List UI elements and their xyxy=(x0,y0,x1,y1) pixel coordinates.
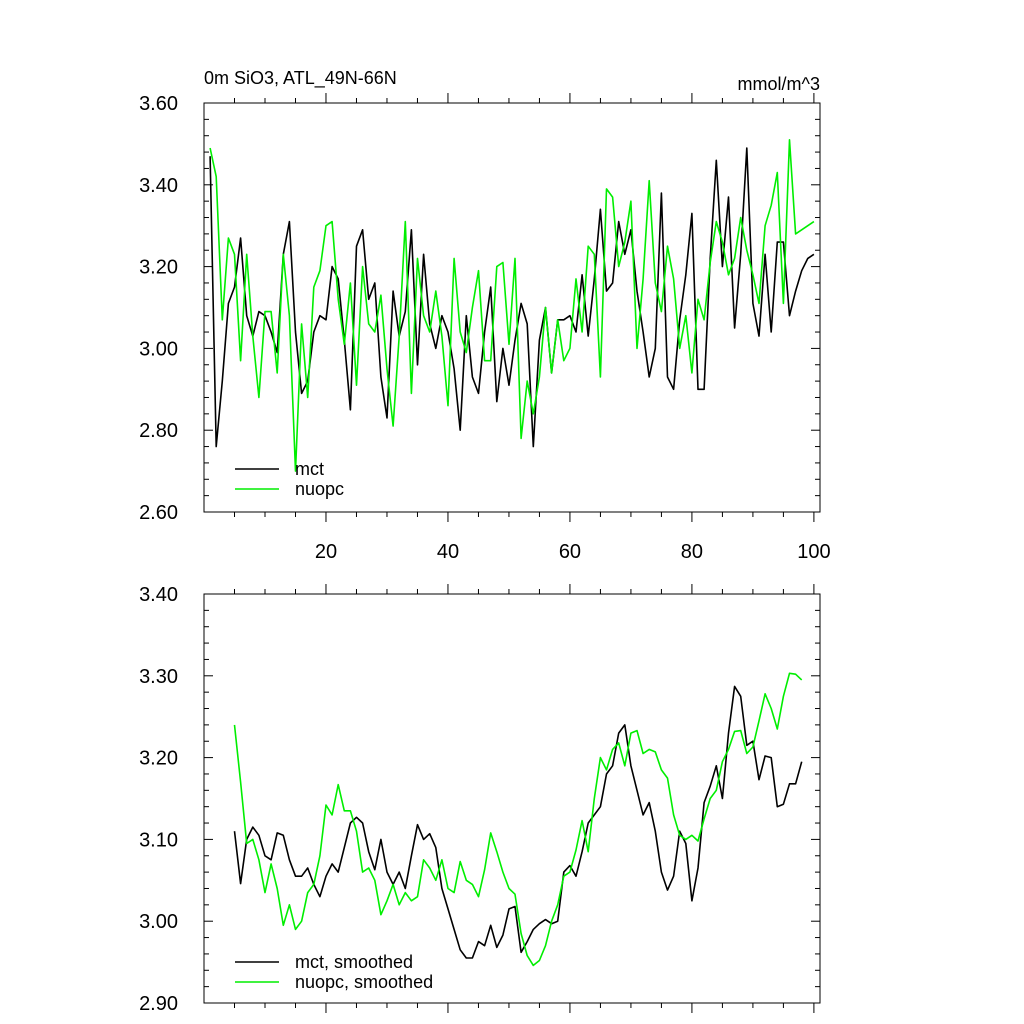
y-tick-label: 3.00 xyxy=(139,338,178,360)
series-line-mct-smoothed xyxy=(233,685,803,959)
legend-label: nuopc, smoothed xyxy=(295,972,433,992)
top-panel: 2.60 2.80 3.00 3.20 3.40 3.60 20 40 60 80 100 0m Si… xyxy=(139,68,831,563)
y-tick-label: 3.10 xyxy=(139,829,178,851)
series-line-nuopc xyxy=(209,139,815,472)
legend-label: mct, smoothed xyxy=(295,952,413,972)
x-tick-label: 20 xyxy=(315,541,337,563)
y-tick-label: 3.60 xyxy=(139,93,178,115)
x-tick-label: 60 xyxy=(559,541,581,563)
y-tick-label: 3.30 xyxy=(139,666,178,688)
chart-title: 0m SiO3, ATL_49N-66N xyxy=(204,68,397,89)
y-tick-label: 2.60 xyxy=(139,502,178,524)
y-tick-label: 3.20 xyxy=(139,257,178,279)
units-label: mmol/m^3 xyxy=(738,74,820,94)
plot-frame xyxy=(203,102,821,513)
legend-label: nuopc xyxy=(295,479,344,499)
plot-frame xyxy=(203,593,821,1004)
y-tick-label: 2.80 xyxy=(139,420,178,442)
x-tick-label: 80 xyxy=(681,541,703,563)
y-tick-label: 3.40 xyxy=(139,584,178,606)
bottom-panel: 2.90 3.00 3.10 3.20 3.30 3.40 mct, smoothednuo… xyxy=(139,584,821,1015)
y-tick-label: 3.00 xyxy=(139,911,178,933)
legend-label: mct xyxy=(295,459,324,479)
series-line-nuopc-smoothed xyxy=(233,672,803,967)
x-tick-label: 40 xyxy=(437,541,459,563)
y-tick-label: 3.20 xyxy=(139,748,178,770)
y-tick-label: 2.90 xyxy=(139,993,178,1015)
x-tick-label: 100 xyxy=(797,541,830,563)
y-tick-label: 3.40 xyxy=(139,175,178,197)
